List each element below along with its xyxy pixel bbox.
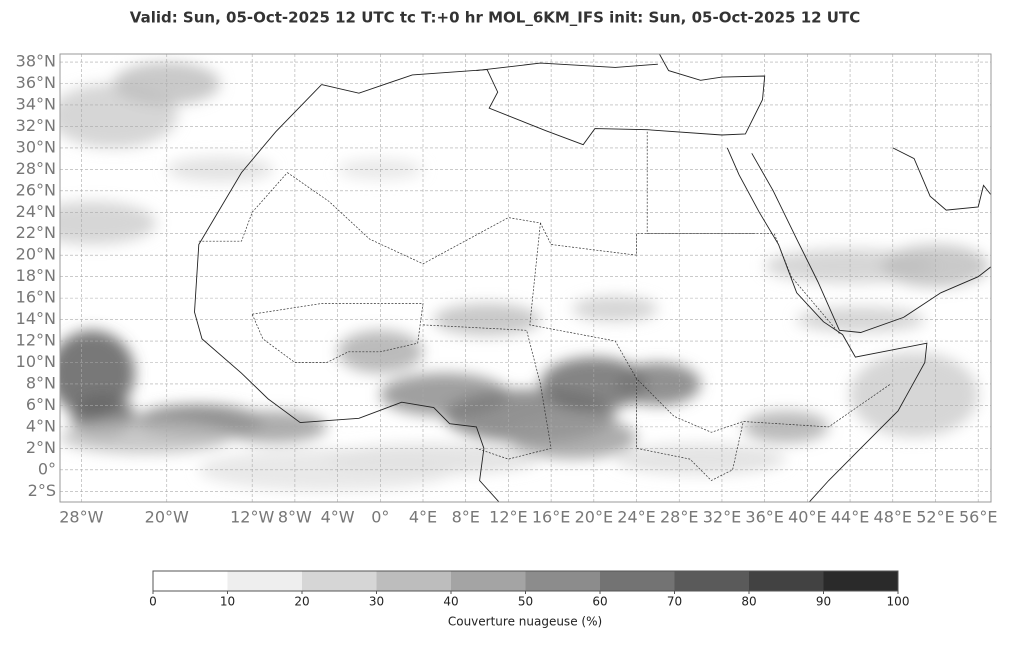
lon-label: 0°	[371, 508, 389, 527]
border	[773, 233, 840, 334]
title: Valid: Sun, 05-Oct-2025 12 UTC tc T:+0 h…	[130, 9, 860, 27]
cloud	[220, 410, 328, 443]
cloud	[60, 421, 231, 454]
lon-label: 40°E	[788, 508, 826, 527]
lat-label: 22°N	[16, 223, 56, 242]
border	[636, 378, 744, 481]
graticule	[60, 54, 991, 502]
lon-label: 56°E	[959, 508, 997, 527]
colorbar-label: Couverture nuageuse (%)	[448, 615, 602, 629]
axes: 38°N 36°N 34°N 32°N 30°N 28°N 26°N 24°N 22°N 20°N…	[16, 52, 998, 527]
lat-label: 36°N	[16, 73, 56, 92]
lat-label: 32°N	[16, 116, 56, 135]
map-frame	[59, 53, 992, 503]
coastlines	[194, 54, 991, 502]
lon-label: 8°W	[278, 508, 312, 527]
colorbar: 0 10 20 30 40 50 60 70 80 90 100	[149, 570, 910, 609]
lat-label: 38°N	[16, 52, 56, 71]
lat-label: 18°N	[16, 266, 56, 285]
lat-label: 14°N	[16, 309, 56, 328]
lon-label: 32°E	[703, 508, 741, 527]
lat-label: 26°N	[16, 180, 56, 199]
colorbar-tick-label: 90	[816, 595, 831, 609]
colorbar-tick-label: 10	[220, 595, 235, 609]
lat-label: 0°	[38, 459, 56, 478]
colorbar-swatch	[749, 571, 824, 591]
colorbar-tick-label: 40	[443, 595, 458, 609]
lat-label: 2°S	[28, 481, 56, 500]
coastline	[726, 147, 928, 502]
lat-label: 24°N	[16, 202, 56, 221]
coastline	[892, 147, 991, 211]
lon-label: 48°E	[874, 508, 912, 527]
cloud	[60, 330, 135, 417]
lat-label: 6°N	[26, 395, 56, 414]
colorbar-swatch	[823, 571, 898, 591]
cloud	[572, 296, 658, 322]
colorbar-swatch	[153, 571, 228, 591]
lat-label: 10°N	[16, 352, 56, 371]
border	[287, 172, 775, 265]
lon-label: 24°E	[617, 508, 655, 527]
lon-label: 12°W	[230, 508, 274, 527]
lon-label: 20°W	[145, 508, 189, 527]
border	[646, 131, 754, 235]
lat-label: 34°N	[16, 94, 56, 113]
lat-label: 2°N	[26, 438, 56, 457]
cloud	[614, 443, 787, 476]
lon-label: 12°E	[489, 508, 527, 527]
cloud	[540, 357, 648, 411]
colorbar-swatch	[376, 571, 451, 591]
coastline	[751, 153, 991, 333]
colorbar-swatch	[227, 571, 302, 591]
lon-label: 28°E	[660, 508, 698, 527]
border	[529, 222, 891, 433]
colorbar-swatch	[674, 571, 749, 591]
colorbar-tick-label: 80	[741, 595, 756, 609]
lat-label: 28°N	[16, 159, 56, 178]
colorbar-swatch	[451, 571, 526, 591]
border	[422, 324, 552, 460]
colorbar-tick-label: 30	[369, 595, 384, 609]
colorbar-tick-label: 20	[294, 595, 309, 609]
lat-label: 16°N	[16, 288, 56, 307]
colorbar-tick-label: 50	[518, 595, 533, 609]
colorbar-swatch	[600, 571, 675, 591]
colorbar-tick-label: 100	[887, 595, 910, 609]
lat-label: 12°N	[16, 331, 56, 350]
colorbar-tick-label: 70	[667, 595, 682, 609]
border	[198, 172, 288, 242]
lat-label: 30°N	[16, 137, 56, 156]
lat-label: 20°N	[16, 245, 56, 264]
lon-label: 44°E	[831, 508, 869, 527]
lon-label: 8°E	[452, 508, 480, 527]
lon-label: 16°E	[532, 508, 570, 527]
lon-label: 4°E	[409, 508, 437, 527]
colorbar-swatch	[302, 571, 377, 591]
colorbar-tick-label: 0	[149, 595, 157, 609]
border	[251, 303, 424, 363]
cloud	[849, 351, 979, 438]
lon-label: 28°W	[59, 508, 103, 527]
coastline	[321, 54, 766, 146]
lon-label: 20°E	[575, 508, 613, 527]
coastline	[476, 62, 658, 72]
lat-label: 4°N	[26, 416, 56, 435]
colorbar-swatch	[525, 571, 600, 591]
lon-label: 52°E	[916, 508, 954, 527]
coastline	[194, 84, 500, 502]
lon-label: 36°E	[745, 508, 783, 527]
lat-label: 8°N	[26, 373, 56, 392]
colorbar-tick-label: 60	[592, 595, 607, 609]
lon-label: 4°W	[321, 508, 355, 527]
